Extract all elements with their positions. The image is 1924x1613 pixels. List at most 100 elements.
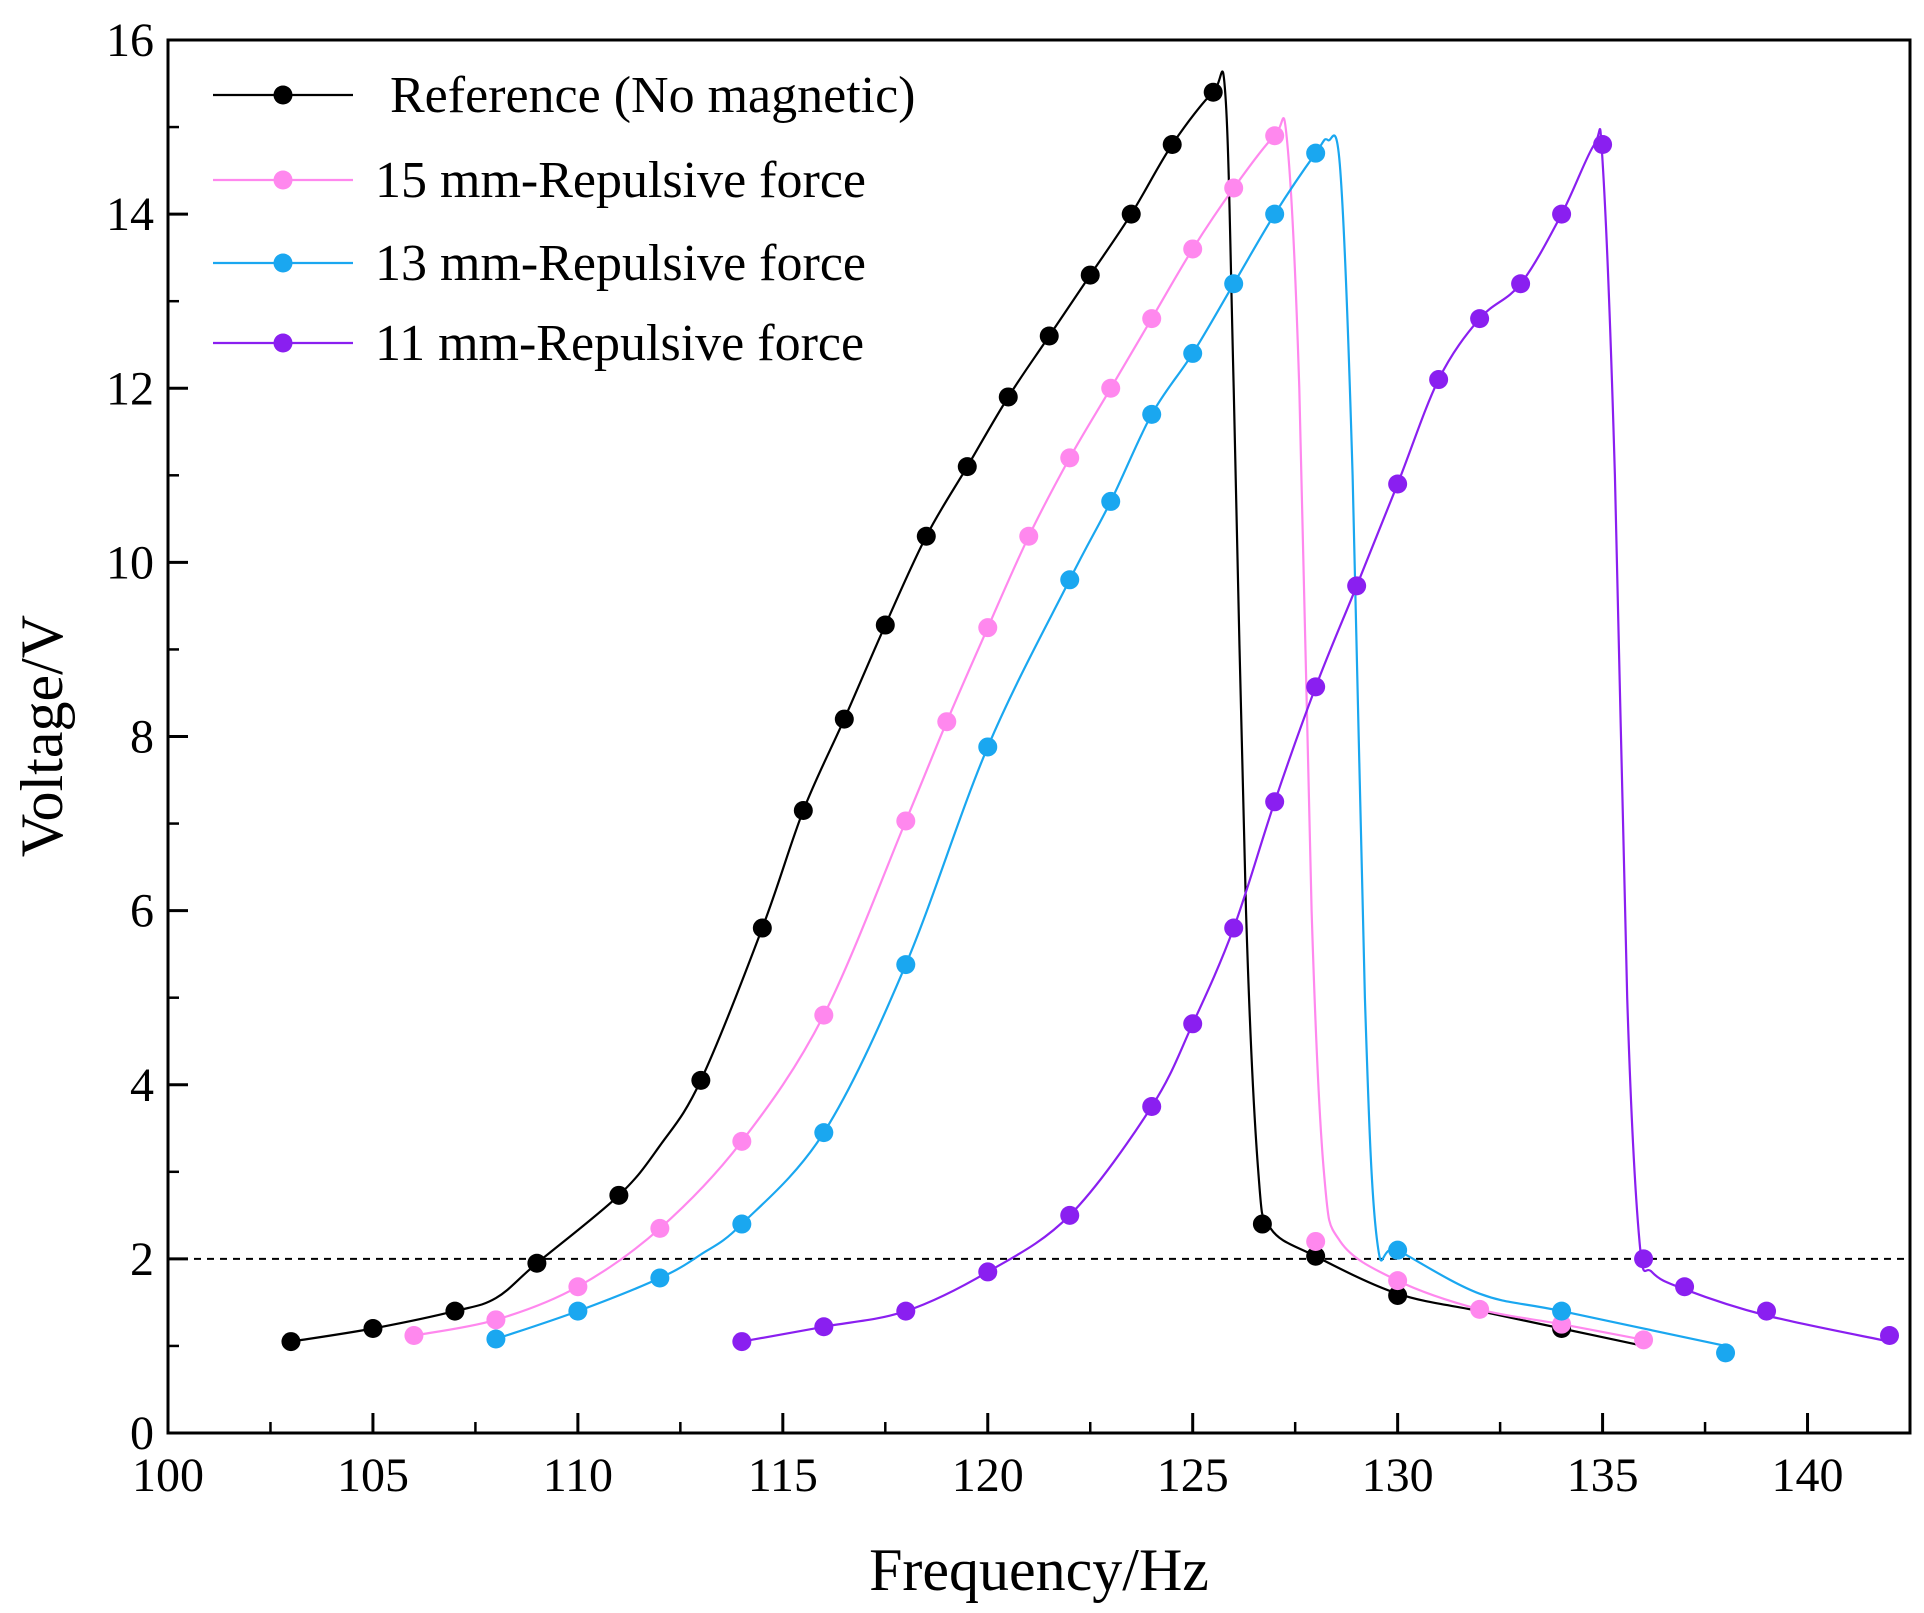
data-point-reference [281,1332,301,1352]
data-point-13mm [1552,1301,1572,1321]
legend: Reference (No magnetic) 15 mm-Repulsive f… [213,67,915,372]
y-tick-label: 8 [130,711,154,764]
series-line-13mm [495,134,1726,1347]
data-point-11mm [1552,204,1572,224]
data-point-reference [1080,265,1100,285]
data-point-11mm [1593,134,1613,154]
data-point-reference [875,615,895,635]
data-point-reference [527,1253,547,1273]
data-point-13mm [1224,274,1244,294]
y-axis-ticks: 0 2 4 6 8 10 12 14 16 [106,14,188,1460]
data-point-15mm [1552,1314,1572,1334]
data-point-13mm [1142,404,1162,424]
data-point-15mm [814,1005,834,1025]
y-tick-label: 4 [130,1059,154,1112]
data-point-reference [1252,1214,1272,1234]
data-point-15mm [896,811,916,831]
data-point-15mm [1634,1330,1654,1350]
data-point-13mm [1388,1240,1408,1260]
data-point-reference [793,801,813,821]
data-point-13mm [896,955,916,975]
x-tick-label: 115 [748,1449,818,1502]
data-point-15mm [937,712,957,732]
data-point-13mm [1183,343,1203,363]
data-point-11mm [814,1317,834,1337]
data-point-reference [916,526,936,546]
legend-marker-11mm [273,333,293,353]
data-point-13mm [1716,1343,1736,1363]
data-point-11mm [1265,792,1285,812]
data-point-13mm [568,1301,588,1321]
y-tick-label: 10 [106,536,154,589]
data-point-reference [609,1185,629,1205]
data-point-13mm [486,1329,506,1349]
x-tick-label: 105 [337,1449,409,1502]
data-point-15mm [1306,1231,1326,1251]
x-tick-label: 110 [543,1449,613,1502]
data-point-reference [1203,82,1223,102]
data-point-11mm [1224,918,1244,938]
legend-marker-15mm [273,170,293,190]
data-point-reference [998,387,1018,407]
data-point-15mm [568,1277,588,1297]
data-point-15mm [1142,309,1162,329]
y-tick-label: 0 [130,1407,154,1460]
data-point-11mm [1306,677,1326,697]
data-point-13mm [1101,491,1121,511]
data-point-13mm [732,1214,752,1234]
data-point-11mm [1757,1301,1777,1321]
x-axis-ticks: 100 105 110 115 120 125 130 135 140 [132,1413,1844,1502]
x-tick-label: 100 [132,1449,204,1502]
series-markers [281,82,1900,1363]
data-point-13mm [650,1268,670,1288]
y-axis-title: Voltage/V [9,615,75,857]
y-tick-label: 16 [106,14,154,67]
series-line-11mm [741,128,1890,1343]
data-point-15mm [732,1131,752,1151]
data-point-11mm [1880,1325,1900,1345]
data-point-reference [363,1319,383,1339]
data-point-15mm [486,1310,506,1330]
legend-label-13mm: 13 mm-Repulsive force [375,235,866,292]
data-point-11mm [1634,1249,1654,1269]
x-tick-label: 140 [1772,1449,1844,1502]
x-tick-label: 120 [952,1449,1024,1502]
legend-label-reference: Reference (No magnetic) [390,67,915,124]
data-point-11mm [732,1332,752,1352]
legend-label-11mm: 11 mm-Repulsive force [375,315,864,372]
data-point-13mm [1265,204,1285,224]
data-point-reference [1039,326,1059,346]
x-tick-label: 125 [1157,1449,1229,1502]
data-point-reference [445,1301,465,1321]
y-tick-label: 12 [106,362,154,415]
data-point-15mm [1060,448,1080,468]
data-point-11mm [1347,576,1367,596]
data-point-15mm [1265,126,1285,146]
y-tick-label: 6 [130,885,154,938]
data-point-15mm [1101,378,1121,398]
y-tick-label: 14 [106,188,154,241]
legend-label-15mm: 15 mm-Repulsive force [375,152,866,209]
data-point-11mm [978,1262,998,1282]
series-line-15mm [413,116,1644,1341]
data-point-11mm [1060,1205,1080,1225]
data-point-15mm [1183,239,1203,259]
data-point-11mm [1511,274,1531,294]
data-point-11mm [896,1301,916,1321]
data-point-11mm [1429,370,1449,390]
data-point-15mm [404,1325,424,1345]
data-point-13mm [1306,143,1326,163]
data-point-13mm [1060,570,1080,590]
data-point-15mm [1019,526,1039,546]
data-point-15mm [978,618,998,638]
data-point-reference [834,709,854,729]
x-axis-title: Frequency/Hz [869,1537,1209,1603]
x-tick-label: 135 [1567,1449,1639,1502]
x-tick-label: 130 [1362,1449,1434,1502]
data-point-15mm [1388,1271,1408,1291]
data-point-13mm [814,1123,834,1143]
data-point-15mm [650,1218,670,1238]
data-point-reference [957,457,977,477]
data-point-11mm [1142,1097,1162,1117]
